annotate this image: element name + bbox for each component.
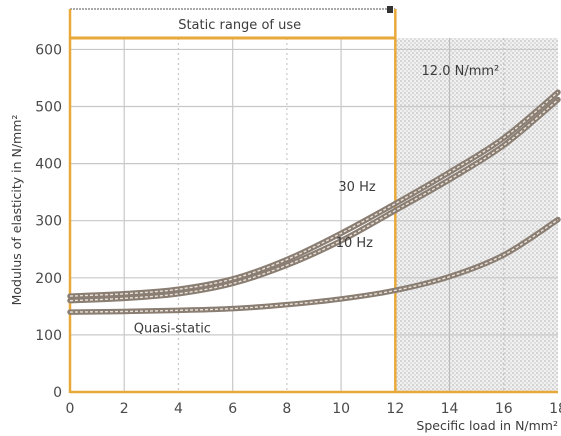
y-tick-0: 0 <box>53 385 62 401</box>
curve-highlight-30-hz <box>69 91 559 297</box>
shaded-region <box>395 38 558 392</box>
series-curves <box>67 89 561 315</box>
y-tick-100: 100 <box>35 328 62 344</box>
x-tick-10: 10 <box>332 401 350 417</box>
static-range-label: Static range of use <box>178 18 301 33</box>
x-tick-labels: 0 2 4 6 8 10 12 14 16 18 <box>66 401 561 417</box>
y-axis-label: Modulus of elasticity in N/mm² <box>9 115 24 306</box>
static-range-header: Static range of use <box>68 6 397 38</box>
x-tick-2: 2 <box>120 401 129 417</box>
chart-frame <box>68 36 558 394</box>
x-axis-label: Specific load in N/mm² <box>416 418 558 433</box>
y-tick-300: 300 <box>35 214 62 230</box>
x-tick-18: 18 <box>549 401 561 417</box>
x-tick-6: 6 <box>228 401 237 417</box>
series-label-10-hz: 10 Hz <box>336 236 373 251</box>
x-tick-16: 16 <box>495 401 513 417</box>
y-tick-400: 400 <box>35 157 62 173</box>
x-tick-0: 0 <box>66 401 75 417</box>
series-label-30-hz: 30 Hz <box>338 180 375 195</box>
x-tick-8: 8 <box>282 401 291 417</box>
series-label-quasi-static: Quasi-static <box>134 322 211 337</box>
header-corner-mark <box>387 6 393 13</box>
x-tick-14: 14 <box>441 401 459 417</box>
curve-highlight-quasi-static <box>69 218 559 313</box>
shaded-region-label: 12.0 N/mm² <box>422 64 500 79</box>
series-labels: 30 Hz 10 Hz Quasi-static <box>134 180 376 337</box>
curve-highlight-10-hz <box>69 99 559 302</box>
y-tick-labels: 0 100 200 300 400 500 600 <box>35 42 62 401</box>
y-tick-200: 200 <box>35 271 62 287</box>
x-tick-4: 4 <box>174 401 183 417</box>
x-tick-12: 12 <box>386 401 404 417</box>
y-tick-600: 600 <box>35 42 62 58</box>
y-tick-500: 500 <box>35 100 62 116</box>
